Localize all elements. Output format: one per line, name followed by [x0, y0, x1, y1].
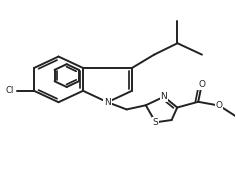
Text: N: N [104, 98, 111, 107]
Text: S: S [153, 118, 158, 127]
Text: O: O [198, 80, 205, 89]
Text: Cl: Cl [5, 86, 14, 95]
Text: N: N [161, 92, 167, 101]
Text: O: O [216, 101, 223, 110]
